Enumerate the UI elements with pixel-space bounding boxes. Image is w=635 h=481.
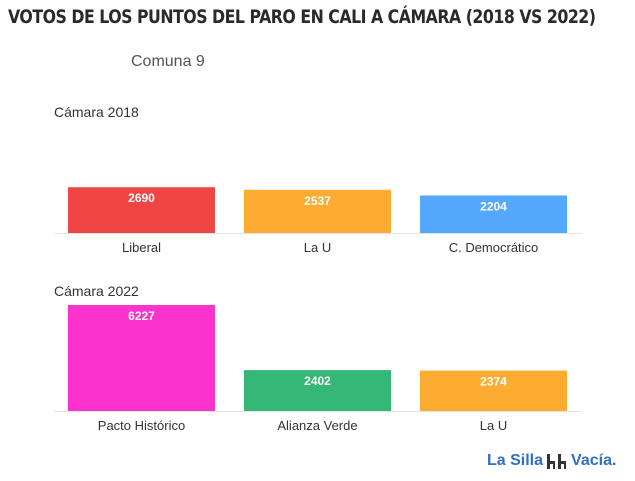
- logo-text-right: Vacía.: [571, 452, 617, 469]
- bar: [420, 195, 567, 233]
- bar: [244, 370, 391, 411]
- panel-title-2018: Cámara 2018: [54, 104, 139, 120]
- bar-value-label: 2402: [304, 374, 331, 388]
- category-label: La U: [304, 240, 331, 255]
- category-label: Alianza Verde: [277, 418, 357, 433]
- chart-title: VOTOS DE LOS PUNTOS DEL PARO EN CALI A C…: [8, 6, 596, 28]
- bar: [68, 305, 215, 411]
- category-label: Pacto Histórico: [98, 418, 185, 433]
- bar: [244, 189, 391, 233]
- logo-text-left: La Silla: [487, 452, 544, 469]
- bar-value-label: 2374: [480, 375, 507, 389]
- category-label: Liberal: [122, 240, 161, 255]
- bar-value-label: 2690: [128, 191, 155, 205]
- bar-value-label: 6227: [128, 309, 155, 323]
- bar: [420, 370, 567, 411]
- bar-value-label: 2204: [480, 199, 507, 213]
- chairs-icon: [547, 454, 567, 469]
- bar: [68, 187, 215, 233]
- bar-value-label: 2537: [304, 194, 331, 208]
- category-label: C. Democrático: [449, 240, 539, 255]
- panel-title-2022: Cámara 2022: [54, 283, 139, 299]
- chart-subtitle: Comuna 9: [131, 53, 205, 70]
- category-label: La U: [480, 418, 507, 433]
- brand-logo: La Silla Vacía.: [487, 452, 616, 470]
